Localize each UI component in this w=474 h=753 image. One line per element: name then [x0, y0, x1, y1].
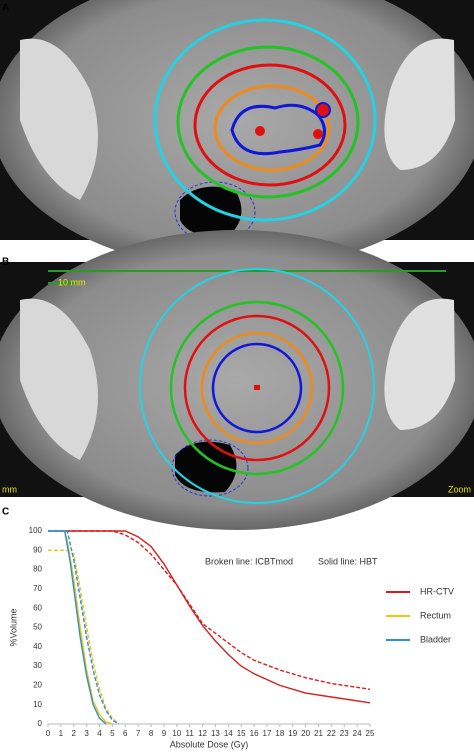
x-tick-label: 25	[366, 729, 375, 738]
dvh-line	[48, 530, 107, 725]
legend-label: Bladder	[420, 634, 451, 644]
y-tick-label: 40	[33, 642, 42, 651]
bone	[384, 298, 455, 430]
dvh-line	[48, 530, 120, 725]
x-tick-label: 23	[340, 729, 349, 738]
isodose	[183, 314, 331, 462]
x-tick-label: 9	[162, 729, 167, 738]
x-tick-label: 19	[288, 729, 297, 738]
overlay-text: Zoom	[448, 484, 471, 494]
ct-panel-a: A	[0, 0, 474, 270]
bone	[20, 38, 98, 201]
x-tick-label: 20	[301, 729, 310, 738]
x-tick-label: 2	[72, 729, 77, 738]
x-tick-label: 15	[237, 729, 246, 738]
legend-label: HR-CTV	[420, 586, 454, 596]
contour	[171, 439, 249, 497]
x-tick-label: 4	[97, 729, 102, 738]
ct-panel-b: B 10 mm mm Zoom	[0, 230, 474, 530]
scale-label: 10 mm	[58, 277, 86, 287]
x-tick-label: 7	[136, 729, 141, 738]
isodose	[169, 300, 345, 476]
x-tick-label: 18	[275, 729, 284, 738]
y-tick-label: 10	[33, 700, 42, 709]
bone	[20, 298, 98, 460]
isodose	[139, 268, 375, 504]
y-tick-label: 50	[33, 623, 42, 632]
x-tick-label: 0	[46, 729, 51, 738]
annotation: Broken line: ICBTmod	[205, 556, 293, 566]
panel-label: A	[2, 3, 9, 14]
y-tick-label: 100	[29, 526, 43, 535]
overlay-text: mm	[2, 484, 17, 494]
x-tick-label: 13	[211, 729, 220, 738]
y-tick-label: 80	[33, 565, 42, 574]
source	[315, 102, 331, 118]
isodose	[211, 342, 303, 434]
x-tick-label: 24	[353, 729, 362, 738]
ct-body	[0, 230, 474, 530]
panel-label: B	[2, 257, 9, 268]
y-tick-label: 20	[33, 681, 42, 690]
dvh-line	[48, 530, 371, 704]
y-tick-label: 0	[38, 719, 43, 728]
isodose	[153, 18, 377, 222]
isodose	[200, 331, 314, 445]
panel-label: C	[2, 507, 9, 518]
x-tick-label: 17	[263, 729, 272, 738]
dvh-line	[48, 530, 113, 725]
y-tick-label: 60	[33, 603, 42, 612]
x-tick-label: 1	[59, 729, 64, 738]
y-axis-title: %Volume	[8, 608, 18, 646]
x-tick-label: 16	[250, 729, 259, 738]
x-tick-label: 3	[84, 729, 89, 738]
y-tick-label: 70	[33, 584, 42, 593]
dvh-line	[48, 549, 120, 725]
legend-label: Rectum	[420, 610, 451, 620]
dvh-line	[48, 530, 371, 690]
isodose	[230, 103, 326, 156]
annotation: Solid line: HBT	[318, 556, 378, 566]
x-tick-label: 21	[314, 729, 323, 738]
isodose	[193, 63, 347, 187]
x-tick-label: 14	[224, 729, 233, 738]
x-tick-label: 12	[198, 729, 207, 738]
x-tick-label: 22	[327, 729, 336, 738]
x-axis-title: Absolute Dose (Gy)	[170, 739, 249, 749]
y-tick-label: 30	[33, 661, 42, 670]
isodose	[213, 84, 331, 172]
ct-body	[0, 0, 474, 270]
source	[254, 385, 260, 390]
source	[255, 126, 265, 136]
isodose	[176, 45, 360, 199]
source	[313, 129, 323, 139]
x-tick-label: 6	[123, 729, 128, 738]
x-tick-label: 11	[186, 729, 195, 738]
rectum-gas	[175, 441, 237, 493]
x-tick-label: 8	[149, 729, 154, 738]
x-tick-label: 10	[172, 729, 181, 738]
y-tick-label: 90	[33, 545, 42, 554]
bone	[384, 38, 455, 171]
x-tick-label: 5	[110, 729, 115, 738]
